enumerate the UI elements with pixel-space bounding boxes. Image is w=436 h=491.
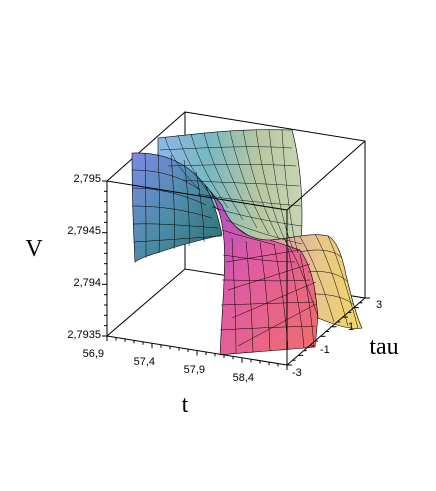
y-tick-label: -1 [320, 344, 330, 356]
x-tick-label: 57,4 [134, 356, 155, 368]
x-tick-label: 57,9 [184, 364, 205, 376]
y-tick-label: 1 [348, 321, 354, 333]
y-tick-label: 3 [376, 299, 382, 311]
axis-tick-marks [102, 180, 370, 370]
y-tick-label: -3 [292, 367, 302, 379]
surface-mesh [131, 129, 363, 356]
y-axis-title: tau [369, 334, 398, 360]
z-tick-label: 2,7935 [67, 329, 101, 341]
z-tick-label: 2,795 [73, 173, 101, 185]
x-tick-label: 58,4 [233, 372, 254, 384]
x-tick-label: 56,9 [83, 348, 104, 360]
z-tick-label: 2,7945 [67, 225, 101, 237]
z-tick-label: 2,794 [73, 277, 101, 289]
z-axis-title: V [25, 236, 43, 262]
x-axis-title: t [182, 392, 189, 418]
